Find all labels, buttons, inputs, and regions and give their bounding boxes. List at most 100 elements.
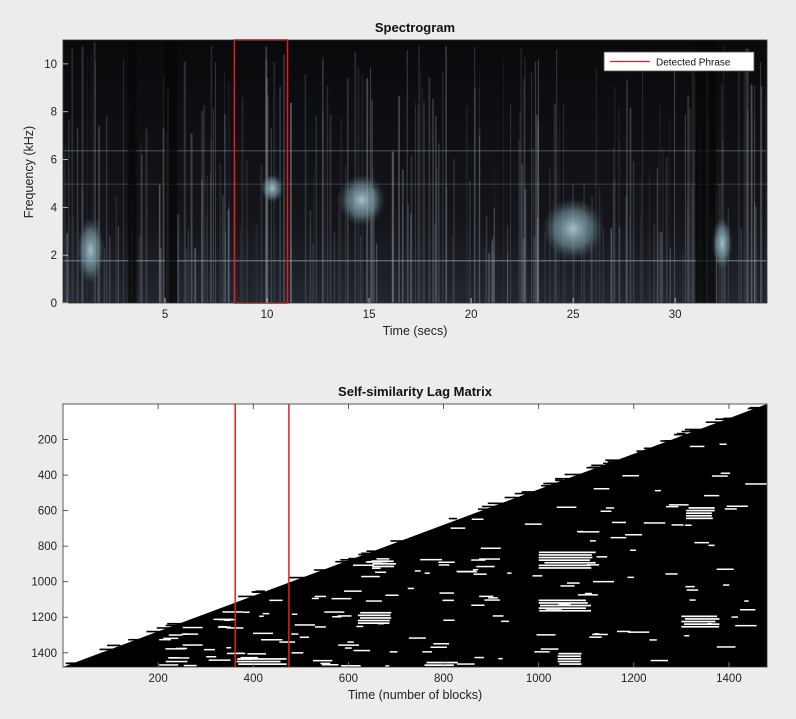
lag-matrix-white-dash (578, 531, 600, 533)
spectrogram-striation (599, 186, 601, 303)
spectrogram-striation (290, 245, 292, 303)
spectrogram-striation (491, 240, 493, 303)
lag-matrix-white-dash (311, 597, 319, 600)
lag-matrix-edge-dash (603, 462, 619, 465)
lag-matrix-edge-dash (156, 627, 172, 629)
lag-matrix-white-dash (704, 494, 720, 497)
lag-matrix-white-dash (471, 518, 484, 520)
spectrogram-striation (145, 128, 148, 303)
spectrogram-harmonic-band (63, 183, 767, 185)
spectrogram-striation (642, 58, 643, 303)
lag-matrix-white-dash (168, 634, 183, 636)
spectrogram-striation (754, 202, 756, 303)
lag-matrix-edge-dash (541, 484, 558, 487)
lag-matrix-y-tick-label: 1400 (31, 648, 57, 660)
lag-matrix-edge-dash (747, 407, 763, 410)
spectrogram-striation (228, 207, 230, 303)
lag-matrix-white-dash (217, 626, 231, 628)
spectrogram-striation (629, 107, 632, 303)
lag-matrix-white-dash (182, 626, 203, 629)
spectrogram-striation (87, 58, 89, 303)
lag-matrix-white-dash (689, 445, 705, 448)
lag-matrix-white-dash (592, 633, 608, 636)
spectrogram-striation (659, 104, 661, 303)
lag-matrix-white-dash (484, 599, 500, 601)
spectrogram-y-tick-label: 0 (51, 298, 57, 310)
lag-matrix-white-dash (269, 599, 283, 602)
lag-matrix-white-blob (538, 551, 596, 569)
lag-matrix-white-dash (259, 615, 264, 617)
lag-matrix-edge-dash (146, 630, 163, 633)
lag-matrix-white-dash (473, 573, 487, 575)
spectrogram-striation (474, 87, 476, 303)
spectrogram-striation (313, 174, 315, 303)
lag-matrix-white-dash (625, 534, 643, 536)
lag-matrix-white-dash (422, 651, 433, 653)
spectrogram-striation (674, 57, 676, 303)
spectrogram-striation (76, 127, 79, 303)
spectrogram-striation (210, 172, 211, 303)
lag-matrix-blob-stripe (557, 658, 582, 660)
spectrogram-striation (536, 114, 539, 303)
lag-matrix-white-dash (593, 488, 610, 490)
lag-matrix-white-dash (376, 558, 390, 560)
spectrogram-striation (115, 196, 117, 303)
lag-matrix-blob-stripe (681, 620, 716, 623)
lag-matrix-white-dash (694, 541, 709, 544)
lag-matrix-blob-stripe (686, 509, 715, 512)
lag-matrix-white-dash (344, 590, 362, 592)
lag-matrix-white-dash (165, 648, 186, 650)
lag-matrix-x-tick-label: 1400 (716, 673, 742, 685)
spectrogram-y-tick-label: 4 (51, 202, 58, 214)
spectrogram-striation (201, 111, 203, 303)
lag-matrix-white-dash (385, 665, 390, 667)
spectrogram-striation (203, 105, 205, 303)
spectrogram-striation (488, 253, 491, 303)
spectrogram-silence (695, 40, 716, 303)
lag-matrix-y-tick-label: 1000 (31, 577, 57, 589)
lag-matrix-white-dash (385, 594, 399, 596)
lag-matrix-white-dash (708, 544, 715, 547)
lag-matrix-white-dash (566, 582, 580, 584)
lag-matrix-white-dash (183, 633, 189, 635)
spectrogram-striation (265, 46, 268, 303)
lag-matrix-white-dash (731, 616, 738, 618)
lag-matrix-white-dash (480, 547, 501, 549)
spectrogram-striation (544, 232, 546, 303)
lag-matrix-white-dash (711, 475, 728, 477)
lag-matrix-white-dash (344, 647, 352, 649)
lag-matrix-edge-dash (636, 450, 646, 452)
spectrogram-striation (162, 127, 165, 303)
lag-matrix-white-dash (685, 524, 692, 526)
spectrogram-x-tick-label: 10 (261, 309, 274, 321)
spectrogram-striation (614, 86, 616, 303)
spectrogram-striation (452, 237, 454, 303)
lag-matrix-edge-dash (591, 464, 604, 467)
spectrogram-striation (754, 85, 756, 303)
lag-matrix-blob-stripe (237, 658, 287, 660)
lag-matrix-blob-stripe (538, 602, 588, 604)
lag-matrix-white-dash (324, 611, 345, 613)
lag-matrix-white-dash (724, 508, 737, 510)
lag-matrix-white-dash (540, 648, 559, 650)
lag-matrix-white-dash (457, 663, 475, 665)
lag-matrix-white-dash (337, 615, 352, 617)
lag-matrix-white-dash (206, 656, 217, 658)
spectrogram-striation (687, 211, 689, 303)
lag-matrix-y-ticks: 200 400 600 800 1000 1200 1400 (31, 435, 68, 660)
lag-matrix-white-dash (589, 540, 596, 542)
spectrogram-striation (222, 195, 224, 303)
lag-matrix-white-blob (557, 652, 582, 665)
spectrogram-striation (669, 115, 671, 303)
lag-matrix-title: Self-similarity Lag Matrix (338, 384, 493, 399)
spectrogram-striation (322, 57, 324, 303)
lag-matrix-white-dash (424, 572, 430, 574)
spectrogram-striation (215, 62, 216, 303)
lag-matrix-edge-dash (340, 559, 355, 561)
lag-matrix-blob-stripe (558, 652, 582, 655)
lag-matrix-y-tick-label: 800 (38, 541, 57, 553)
lag-matrix-edge-dash (487, 502, 499, 505)
lag-matrix-white-dash (356, 625, 364, 628)
lag-matrix-blob-stripe (238, 663, 287, 665)
